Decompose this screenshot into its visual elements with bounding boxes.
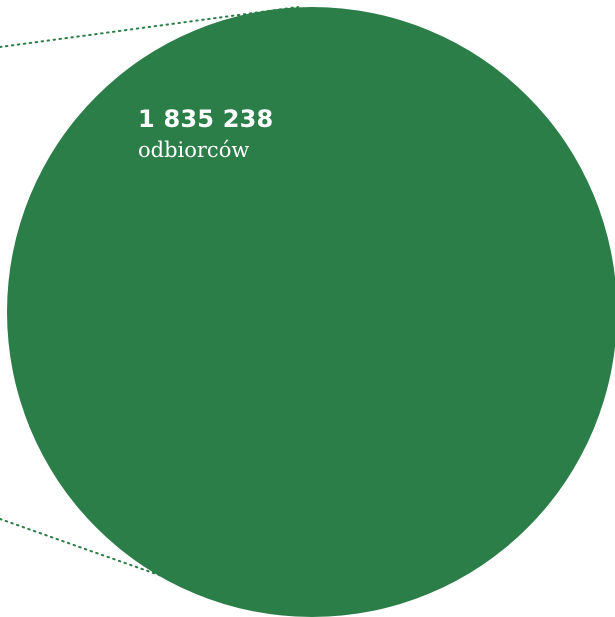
bubble-value: 1 835 238 <box>138 105 274 133</box>
connector-line-top <box>0 6 299 48</box>
value-bubble <box>7 7 615 617</box>
bubble-unit: odbiorców <box>138 138 250 162</box>
bubble-label: 1 835 238 odbiorców <box>138 104 273 165</box>
